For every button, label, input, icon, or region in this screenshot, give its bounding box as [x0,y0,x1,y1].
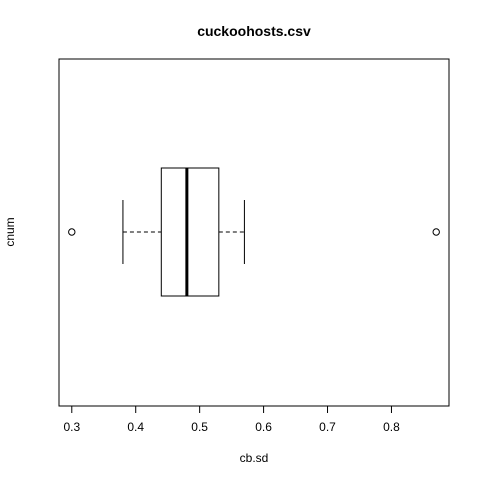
y-axis-label: cnum [3,217,17,246]
plot-frame [58,58,450,407]
outlier-point [432,228,440,236]
outlier-point [68,228,76,236]
chart-title: cuckoohosts.csv [197,23,311,39]
x-tick-label: 0.7 [319,420,336,434]
x-tick-label: 0.5 [191,420,208,434]
x-axis-label: cb.sd [240,451,269,465]
iqr-box [160,167,220,297]
x-tick-label: 0.3 [63,420,80,434]
x-tick-label: 0.6 [255,420,272,434]
x-tick-label: 0.8 [383,420,400,434]
outlier-group [68,228,440,236]
x-axis: 0.3 0.4 0.5 0.6 0.7 0.8 [63,405,400,434]
x-tick-label: 0.4 [127,420,144,434]
box-group [122,167,245,297]
